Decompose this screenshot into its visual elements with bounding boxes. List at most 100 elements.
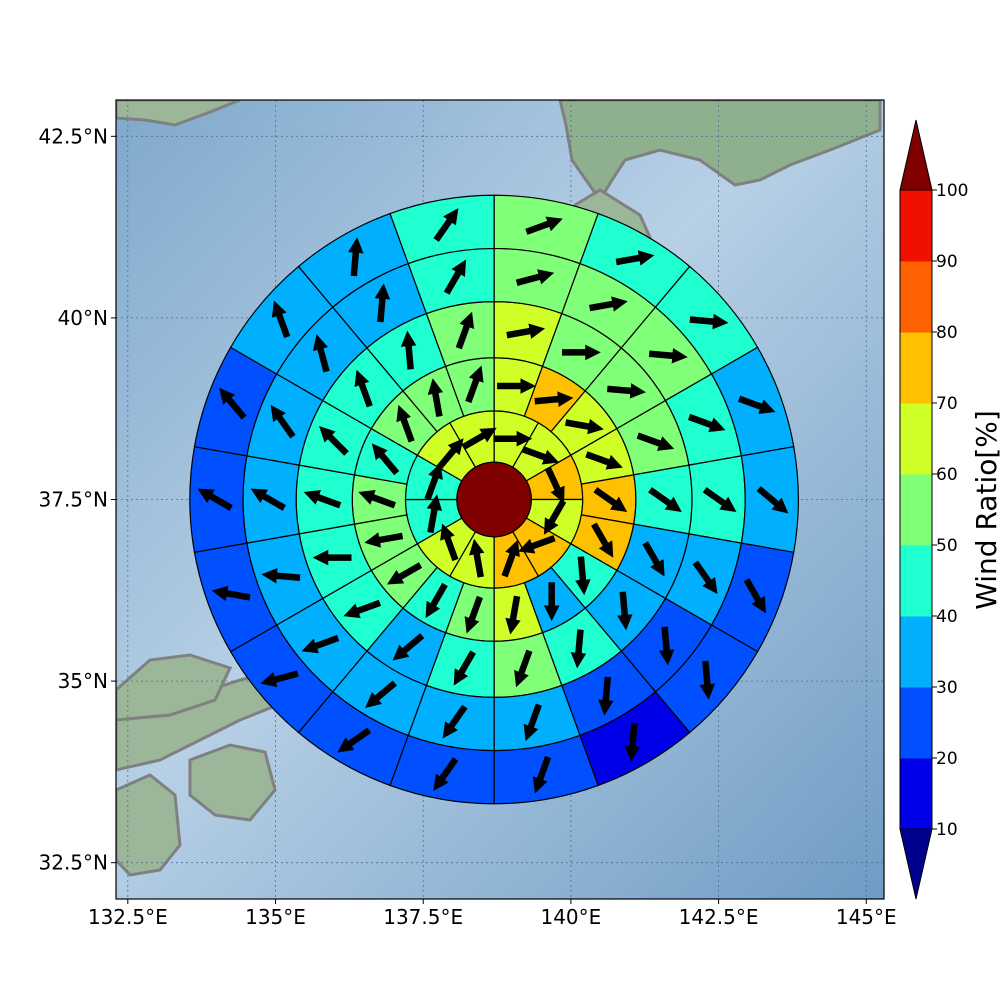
colorbar-extend-max [899,119,933,191]
wind-arrow [197,488,233,511]
wind-arrow [436,438,464,471]
wind-arrow [211,585,251,602]
wind-arrow [442,704,468,739]
wind-arrow [515,269,555,286]
center-circle [456,461,532,538]
wind-arrow [615,250,655,266]
colorbar-bin [900,190,932,262]
colorbar-tick-label: 20 [936,749,958,769]
x-axis-ticks: 132.5°E 135°E 137.5°E 140°E 142.5°E 145°E [88,899,897,929]
colorbar-bin [900,545,932,617]
wind-arrow [756,486,789,514]
x-tick-label: 140°E [540,905,601,929]
wind-arrow [543,499,567,535]
wind-arrow [658,626,675,666]
wind-arrow [465,365,484,404]
wind-arrow [593,487,628,513]
wind-arrow [443,259,467,295]
colorbar-tick-label: 50 [936,536,958,556]
colorbar-tick-label: 90 [936,252,958,272]
wind-arrow [523,703,542,742]
wind-arrow [648,347,688,364]
wind-arrow [364,532,404,548]
wind-arrow [433,757,459,791]
colorbar-tick-label: 80 [936,323,958,343]
wind-arrow [642,541,665,577]
wind-arrow [585,451,623,470]
wind-arrow [343,599,382,619]
shikoku-landmass [188,743,277,822]
wind-arrow [565,418,604,435]
colorbar-bin [900,332,932,404]
y-tick-label: 37.5°N [39,488,109,512]
wind-arrow [692,560,718,595]
wind-arrow [570,629,587,669]
wind-arrow [337,727,372,753]
wind-arrow [501,539,520,578]
colorbar-tick-label: 30 [936,678,958,698]
colorbar-title: Wind Ratio[%] [970,410,1000,610]
colorbar-bin [900,261,932,333]
wind-arrow [374,283,391,323]
chugoku-landmass [116,653,233,722]
wind-arrow [455,311,475,350]
wind-arrow [534,391,574,407]
x-tick-label: 137.5°E [383,905,463,929]
wind-sectors [189,194,799,805]
kyushu-landmass [116,773,182,877]
wind-arrow [689,313,729,330]
wind-arrow [636,432,675,451]
wind-arrow [386,562,423,585]
wind-arrow [424,462,443,501]
colorbar-tick-label: 100 [936,181,968,201]
wind-arrow [392,633,425,661]
wind-arrow [464,595,483,634]
wind-arrow [699,660,716,700]
wind-arrow [433,208,459,242]
colorbar-bin [900,616,932,688]
colorbar-tick-label: 10 [936,820,958,840]
x-tick-label: 132.5°E [88,905,168,929]
wind-arrow [453,650,476,686]
wind-arrow [589,296,628,312]
wind-arrow [575,556,591,596]
wind-arrows [197,208,789,794]
wind-arrow [521,446,560,465]
wind-arrow [648,487,682,513]
wind-arrow [303,490,342,509]
colorbar-bin [900,403,932,475]
wind-arrow [606,383,646,399]
wind-arrow [319,425,349,456]
colorbar-bin [900,758,932,830]
wind-arrow [260,670,299,688]
wind-arrow [427,378,444,418]
wind-arrow [505,595,521,635]
y-tick-label: 40°N [58,306,108,330]
wind-arrow [506,323,546,339]
wind-arrow [365,680,397,708]
hokkaido-landmass [558,100,882,203]
y-tick-label: 42.5°N [39,124,109,148]
colorbar: 10 20 30 40 50 60 70 80 90 100 [899,119,968,900]
wind-arrow [624,722,641,762]
wind-arrow [591,522,614,558]
wind-arrow [743,578,766,614]
wind-arrow [396,404,415,443]
wind-arrow [461,427,497,451]
wind-arrow [702,487,737,513]
x-tick-label: 145°E [836,905,897,929]
map-area [116,100,884,899]
x-tick-label: 142.5°E [679,905,759,929]
wind-arrow [354,369,373,408]
wind-arrow [518,535,556,554]
y-axis-ticks: 32.5°N 35°N 37.5°N 40°N 42.5°N [39,124,116,875]
korea-coast [116,100,241,127]
wind-arrow [371,443,400,476]
wind-arrow [425,582,448,619]
wind-arrow [271,300,291,339]
wind-arrow [426,494,443,534]
wind-arrow [250,488,286,511]
wind-arrow [514,649,533,688]
wind-arrow [532,755,552,794]
